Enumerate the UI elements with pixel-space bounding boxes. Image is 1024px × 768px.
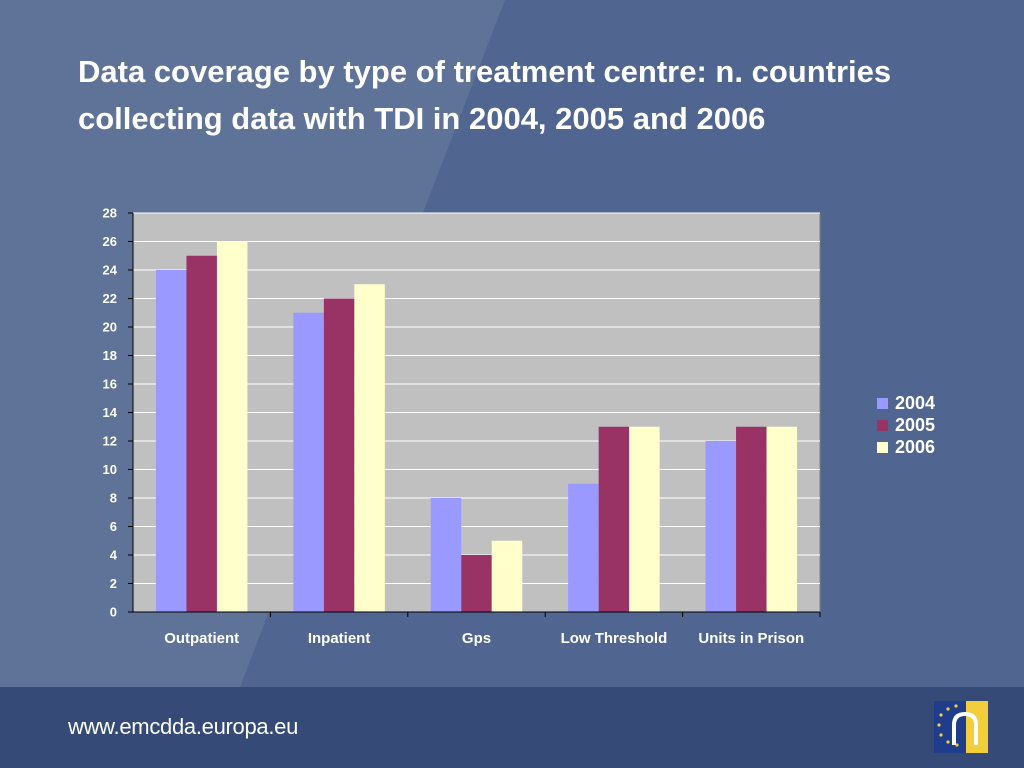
bar-2004-outpatient [155, 270, 187, 612]
y-tick-label: 0 [110, 605, 117, 620]
y-tick-label: 16 [103, 377, 117, 392]
x-category-label: Gps [462, 630, 491, 647]
y-tick-label: 14 [103, 405, 118, 420]
y-tick-label: 2 [110, 576, 117, 591]
legend-label: 2006 [895, 436, 936, 457]
y-tick-label: 18 [103, 348, 117, 363]
footer-url[interactable]: www.emcdda.europa.eu [68, 714, 299, 739]
y-tick-label: 24 [103, 263, 118, 278]
legend-swatch [877, 397, 888, 409]
legend-item-2004: 2004 [877, 392, 935, 414]
y-tick-label: 10 [103, 462, 117, 477]
slide-title: Data coverage by type of treatment centr… [78, 54, 892, 136]
legend-label: 2005 [895, 414, 936, 435]
bar-2006-outpatient [216, 241, 248, 612]
bar-2005-units-in-prison [736, 426, 767, 612]
y-tick-label: 22 [103, 291, 117, 306]
legend-label: 2004 [895, 392, 936, 413]
bar-2005-outpatient [186, 255, 217, 612]
y-tick-label: 4 [110, 548, 118, 563]
bar-2004-gps [430, 498, 462, 612]
grid-lines [133, 212, 820, 584]
footer-bar: www.emcdda.europa.eu [0, 687, 1024, 768]
bar-2005-inpatient [323, 298, 355, 612]
bar-2004-units-in-prison [705, 441, 737, 612]
legend-item-2006: 2006 [877, 436, 935, 458]
x-category-label: Outpatient [164, 630, 239, 647]
bar-2006-low-threshold [629, 426, 660, 612]
bar-2006-gps [491, 540, 523, 612]
bar-2004-low-threshold [568, 483, 599, 612]
emcdda-eu-logo-icon [934, 701, 988, 753]
y-tick-label: 26 [103, 234, 117, 249]
y-tick-label: 20 [103, 320, 117, 335]
y-tick-label: 28 [103, 206, 117, 221]
legend-swatch [877, 441, 888, 453]
x-category-label: Inpatient [308, 630, 371, 647]
x-axis-labels: Outpatient Inpatient Gps Low Threshold Units… [164, 612, 821, 647]
bar-2005-gps [461, 555, 492, 612]
bars [155, 241, 798, 612]
bar-2006-units-in-prison [766, 426, 798, 612]
legend-swatch [877, 419, 888, 431]
bar-2005-low-threshold [598, 426, 630, 612]
y-tick-label: 6 [110, 519, 117, 534]
x-category-label: Low Threshold [561, 630, 668, 647]
chart-legend: 2004 2005 2006 [877, 392, 935, 458]
legend-item-2005: 2005 [877, 414, 935, 436]
y-tick-label: 8 [110, 491, 117, 506]
y-tick-label: 12 [103, 434, 117, 449]
bar-2006-inpatient [354, 284, 385, 612]
bar-2004-inpatient [293, 312, 324, 612]
x-category-label: Units in Prison [698, 630, 804, 647]
